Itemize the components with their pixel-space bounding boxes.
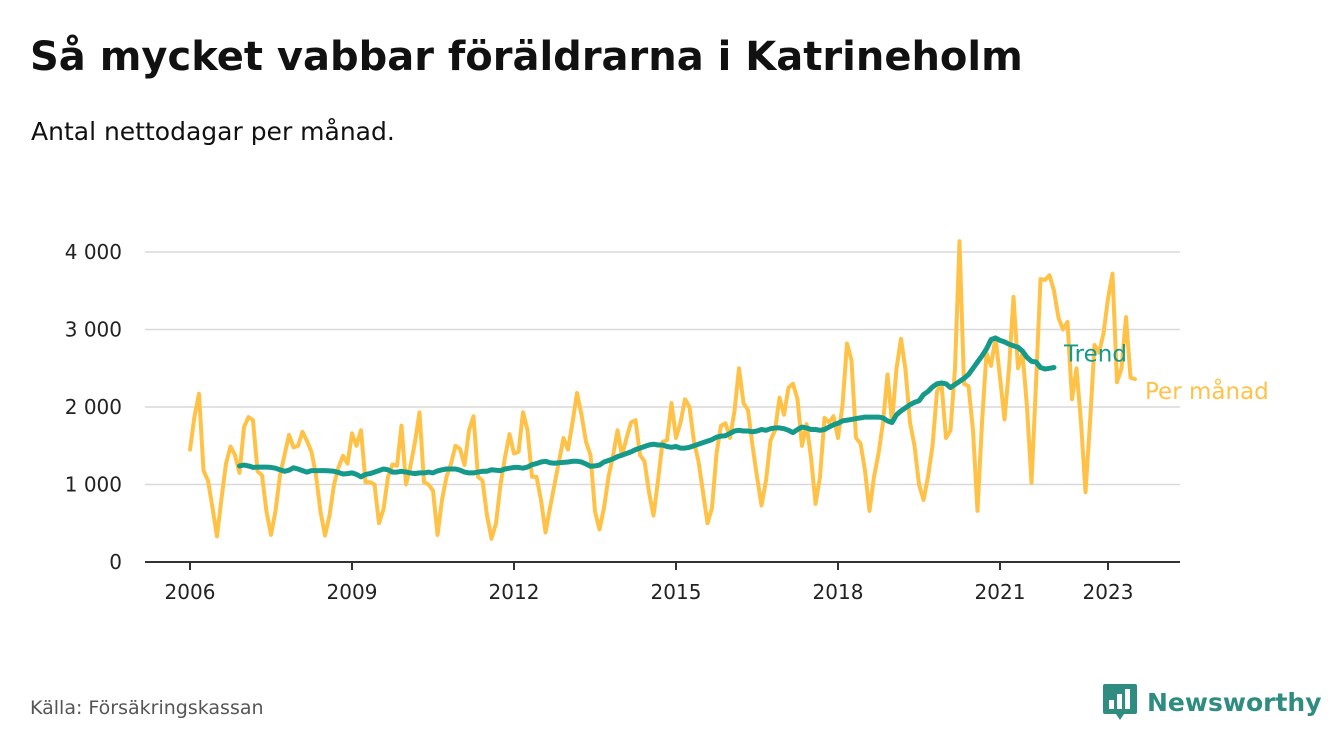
brand-logo: Newsworthy <box>1102 682 1322 722</box>
trend-label: Trend <box>1063 341 1127 367</box>
y-tick-label: 1 000 <box>65 473 122 497</box>
y-tick-label: 3 000 <box>65 318 122 342</box>
chart-title: Så mycket vabbar föräldrarna i Katrineho… <box>30 34 1023 80</box>
x-tick-label: 2009 <box>327 580 378 604</box>
bar-chart-speech-bubble-icon <box>1103 684 1137 720</box>
series-lines <box>188 239 1137 541</box>
y-tick-label: 2 000 <box>65 395 122 419</box>
x-tick-label: 2015 <box>651 580 702 604</box>
y-tick-label: 0 <box>109 550 122 574</box>
y-tick-label: 4 000 <box>65 240 122 264</box>
source-credit: Källa: Försäkringskassan <box>30 697 264 719</box>
x-tick-label: 2006 <box>165 580 216 604</box>
x-axis: 2006 2009 2012 2015 2018 2021 2023 <box>145 561 1180 604</box>
monthly-line <box>188 239 1137 541</box>
x-tick-label: 2021 <box>975 580 1026 604</box>
x-tick-label: 2023 <box>1083 580 1134 604</box>
brand-name: Newsworthy <box>1147 687 1322 717</box>
y-axis-tick-labels: 0 1 000 2 000 3 000 4 000 <box>65 240 122 574</box>
x-tick-label: 2012 <box>489 580 540 604</box>
chart-subtitle: Antal nettodagar per månad. <box>31 117 395 146</box>
monthly-label: Per månad <box>1145 377 1269 405</box>
trend-line <box>237 335 1057 480</box>
x-tick-label: 2018 <box>813 580 864 604</box>
series-end-labels: Trend Per månad <box>1063 341 1269 405</box>
